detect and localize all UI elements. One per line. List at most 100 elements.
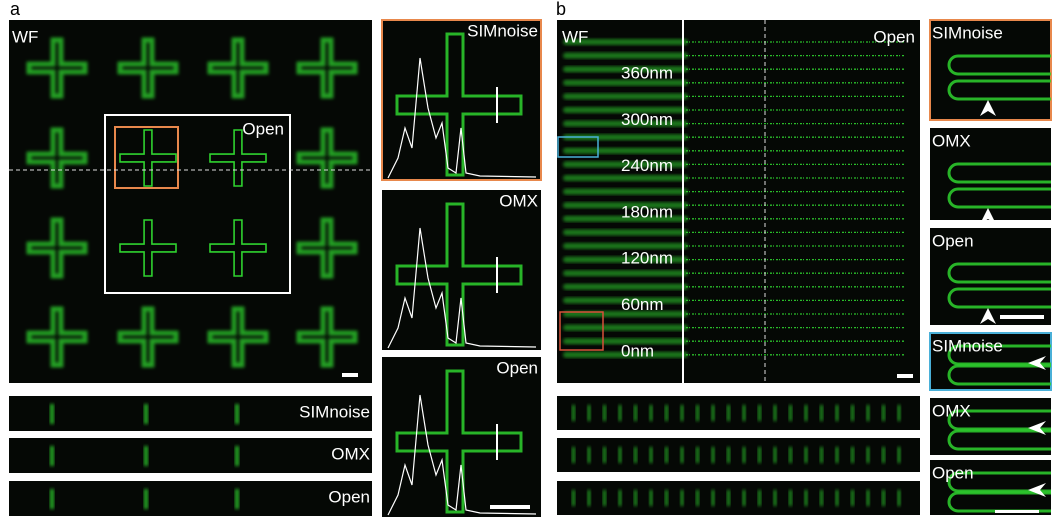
intensity-profile bbox=[387, 57, 537, 179]
open-box bbox=[104, 114, 291, 294]
strip-feature bbox=[789, 447, 792, 463]
strip-feature bbox=[727, 447, 730, 463]
strip-feature bbox=[866, 405, 870, 421]
label: 60nm bbox=[621, 295, 664, 314]
strip-feature bbox=[680, 405, 684, 421]
strip-feature bbox=[144, 404, 148, 424]
strip-feature bbox=[851, 447, 854, 463]
strip-feature bbox=[144, 489, 148, 509]
image-panel bbox=[9, 396, 372, 431]
strip-feature bbox=[572, 490, 575, 506]
strip-feature bbox=[758, 447, 761, 463]
wf-stripe bbox=[563, 270, 688, 277]
image-panel bbox=[9, 481, 372, 516]
strip-feature bbox=[851, 490, 854, 506]
label: Open bbox=[242, 119, 284, 138]
label: Open bbox=[932, 231, 974, 250]
cross-shape bbox=[117, 306, 179, 368]
stripe-end bbox=[947, 471, 1051, 493]
strip-feature bbox=[882, 447, 885, 463]
cross bbox=[207, 37, 269, 99]
scale-bar bbox=[995, 510, 1039, 513]
strip-feature bbox=[773, 447, 777, 463]
strip-feature bbox=[587, 405, 591, 421]
wf-stripe bbox=[563, 120, 688, 127]
cross bbox=[119, 219, 177, 277]
wf-stripe bbox=[563, 52, 688, 59]
wf-stripe bbox=[563, 107, 688, 113]
strip-feature bbox=[882, 490, 885, 506]
strip-feature bbox=[603, 405, 606, 421]
strip-feature bbox=[742, 405, 746, 421]
label: WF bbox=[562, 27, 588, 46]
cross-shape bbox=[296, 306, 358, 368]
strip-feature bbox=[835, 447, 839, 463]
wf-stripe bbox=[563, 351, 688, 358]
scale-bar bbox=[342, 373, 358, 377]
arrowhead bbox=[980, 100, 996, 116]
strip-feature bbox=[235, 446, 239, 466]
strip-feature bbox=[696, 490, 699, 506]
strip-feature bbox=[235, 404, 239, 424]
strip-feature bbox=[835, 490, 839, 506]
strip-feature bbox=[866, 447, 870, 463]
stripe-end bbox=[947, 54, 1051, 76]
strip-feature bbox=[649, 447, 653, 463]
strip-feature bbox=[603, 490, 606, 506]
stripe-end bbox=[947, 344, 1051, 366]
zoom-box bbox=[114, 126, 179, 189]
image-panel bbox=[557, 396, 920, 430]
wf-stripe bbox=[563, 297, 688, 304]
strip-feature bbox=[50, 404, 54, 424]
wf-stripe bbox=[563, 39, 688, 45]
label: 180nm bbox=[621, 202, 673, 221]
label: WF bbox=[12, 27, 38, 46]
wf-stripe bbox=[563, 93, 688, 100]
strip-feature bbox=[897, 447, 901, 463]
strip-feature bbox=[665, 490, 668, 506]
strip-feature bbox=[696, 447, 699, 463]
label: a bbox=[10, 0, 21, 19]
cross bbox=[26, 127, 88, 189]
label: b bbox=[556, 0, 566, 19]
wf-stripe bbox=[563, 134, 688, 141]
cross bbox=[296, 127, 358, 189]
cross-shape bbox=[207, 37, 269, 99]
strip-feature bbox=[618, 405, 622, 421]
strip-feature bbox=[820, 405, 823, 421]
wf-stripe bbox=[563, 256, 688, 263]
strip-feature bbox=[711, 490, 715, 506]
cross bbox=[296, 306, 358, 368]
strip-feature bbox=[758, 490, 761, 506]
cross-shape bbox=[117, 37, 179, 99]
strip-feature bbox=[820, 490, 823, 506]
strip-feature bbox=[804, 490, 808, 506]
cross bbox=[26, 217, 88, 279]
wf-stripe bbox=[563, 243, 688, 249]
strip-feature bbox=[50, 446, 54, 466]
zoom-box bbox=[557, 136, 599, 158]
wf-stripe bbox=[563, 147, 688, 154]
label: OMX bbox=[499, 191, 538, 210]
stripe-end bbox=[947, 162, 1051, 184]
strip-feature bbox=[634, 490, 637, 506]
strip-feature bbox=[587, 447, 591, 463]
strip-feature bbox=[727, 490, 730, 506]
strip-feature bbox=[897, 405, 901, 421]
image-panel bbox=[9, 438, 372, 473]
cross bbox=[207, 306, 269, 368]
intensity-profile bbox=[387, 227, 537, 349]
cross-shape bbox=[395, 369, 523, 514]
strip-feature bbox=[820, 447, 823, 463]
label: 120nm bbox=[621, 249, 673, 268]
strip-feature bbox=[665, 405, 668, 421]
strip-feature bbox=[572, 405, 575, 421]
image-panel bbox=[9, 20, 372, 383]
wf-stripe bbox=[563, 229, 688, 236]
strip-feature bbox=[773, 490, 777, 506]
cross-shape bbox=[119, 219, 177, 277]
arrowhead bbox=[1028, 483, 1046, 497]
wf-stripe bbox=[563, 338, 688, 345]
wf-stripe bbox=[563, 324, 688, 331]
cross-shape bbox=[296, 37, 358, 99]
